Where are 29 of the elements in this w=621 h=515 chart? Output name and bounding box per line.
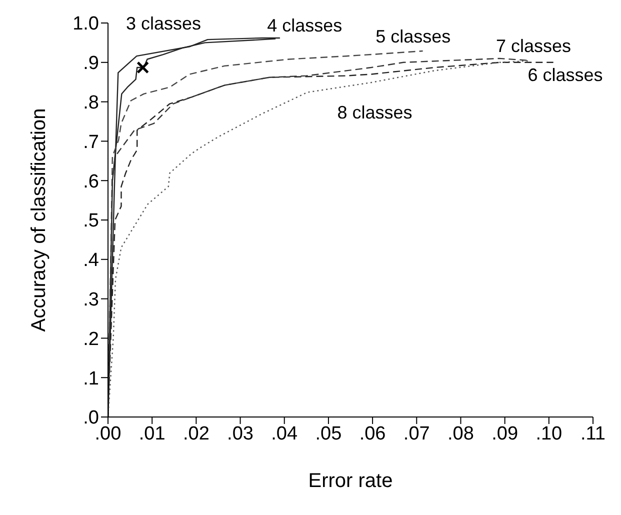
x-tick-label: .01 [138, 423, 166, 444]
x-tick-label: .10 [536, 423, 562, 444]
series-label: 3 classes [126, 13, 202, 34]
y-tick-label: .5 [83, 210, 99, 232]
x-tick-label: .05 [315, 423, 342, 444]
x-axis-title: Error rate [308, 470, 393, 492]
y-tick-label: .8 [83, 92, 99, 114]
x-tick-label: .03 [227, 423, 254, 444]
y-tick-label: .3 [83, 290, 99, 311]
x-tick-label: .11 [580, 423, 606, 444]
y-tick-label: .1 [83, 368, 99, 390]
y-tick-label: .9 [83, 53, 99, 74]
y-tick-label: .6 [83, 171, 99, 192]
y-axis-title: Accuracy of classification [28, 108, 50, 332]
series-label: 6 classes [528, 65, 603, 86]
x-tick-label: .06 [359, 423, 386, 444]
series-label: 4 classes [267, 15, 342, 36]
x-tick-label: .09 [492, 423, 518, 444]
series-label: 7 classes [496, 36, 571, 56]
y-tick-label: 1.0 [72, 14, 99, 35]
x-tick-label: .02 [182, 423, 210, 444]
x-tick-label: .08 [448, 423, 474, 444]
y-tick-label: .4 [83, 250, 100, 272]
x-tick-label: .07 [403, 423, 430, 444]
series-label: 8 classes [337, 102, 412, 122]
series-label: 5 classes [376, 26, 451, 46]
x-tick-label: .04 [271, 423, 298, 444]
y-tick-label: .2 [83, 328, 99, 350]
y-tick-label: .7 [83, 132, 99, 153]
